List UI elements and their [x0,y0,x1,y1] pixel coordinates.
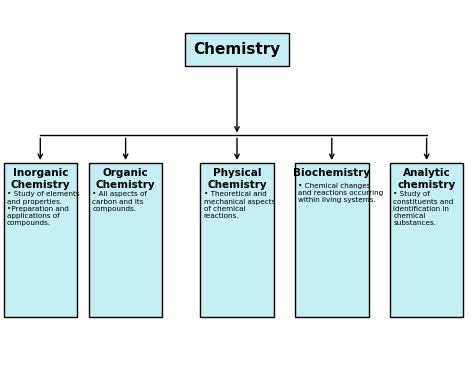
Text: • All aspects of
carbon and its
compounds.: • All aspects of carbon and its compound… [92,191,147,212]
FancyBboxPatch shape [390,163,464,317]
Text: Organic
Chemistry: Organic Chemistry [96,168,155,190]
Text: • Study of
constituents and
identification in
chemical
substances.: • Study of constituents and identificati… [393,191,454,226]
FancyBboxPatch shape [4,163,77,317]
FancyBboxPatch shape [295,163,368,317]
Text: Inorganic
Chemistry: Inorganic Chemistry [10,168,70,190]
FancyBboxPatch shape [185,33,289,66]
FancyBboxPatch shape [89,163,162,317]
Text: Analytic
chemistry: Analytic chemistry [398,168,456,190]
Text: • Chemical changes
and reactions occurring
within living systems.: • Chemical changes and reactions occurri… [299,183,383,203]
FancyBboxPatch shape [200,163,274,317]
Text: Biochemistry: Biochemistry [293,168,370,178]
Text: • Study of elements
and properties.
•Preparation and
applications of
compounds.: • Study of elements and properties. •Pre… [7,191,80,226]
Text: • Theoretical and
mechanical aspects
of chemical
reactions.: • Theoretical and mechanical aspects of … [203,191,275,219]
Text: Physical
Chemistry: Physical Chemistry [207,168,267,190]
Text: Chemistry: Chemistry [193,42,281,57]
